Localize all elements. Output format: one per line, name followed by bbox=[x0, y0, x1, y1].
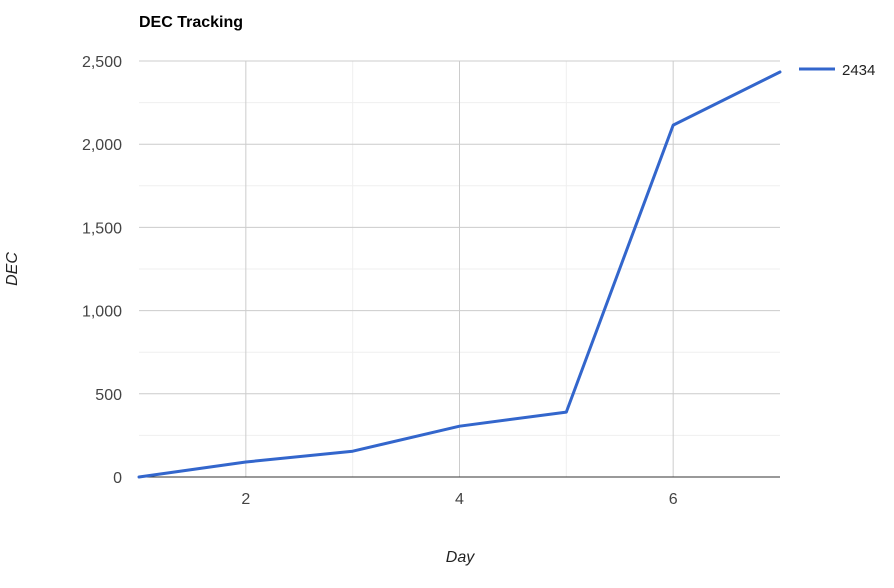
x-tick-label: 2 bbox=[241, 491, 250, 508]
series-layer bbox=[137, 70, 782, 479]
x-tick-label: 6 bbox=[669, 491, 678, 508]
chart-title: DEC Tracking bbox=[139, 14, 243, 31]
y-tick-label: 1,000 bbox=[82, 304, 122, 321]
y-axis-title: DEC bbox=[4, 252, 21, 286]
y-tick-label: 2,500 bbox=[82, 54, 122, 71]
y-tick-label: 0 bbox=[113, 470, 122, 487]
series-line-2434 bbox=[137, 70, 782, 479]
y-tick-label: 500 bbox=[95, 387, 122, 404]
x-axis-title: Day bbox=[446, 549, 475, 566]
y-tick-label: 1,500 bbox=[82, 220, 122, 237]
y-tick-label: 2,000 bbox=[82, 137, 122, 154]
tick-layer: 0 500 1,000 1,500 2,000 2,500 2 4 6 bbox=[82, 54, 678, 508]
legend-label-2434: 2434 bbox=[842, 62, 875, 79]
x-tick-label: 4 bbox=[455, 491, 464, 508]
legend: 2434 bbox=[799, 62, 875, 79]
grid-layer bbox=[139, 60, 780, 477]
